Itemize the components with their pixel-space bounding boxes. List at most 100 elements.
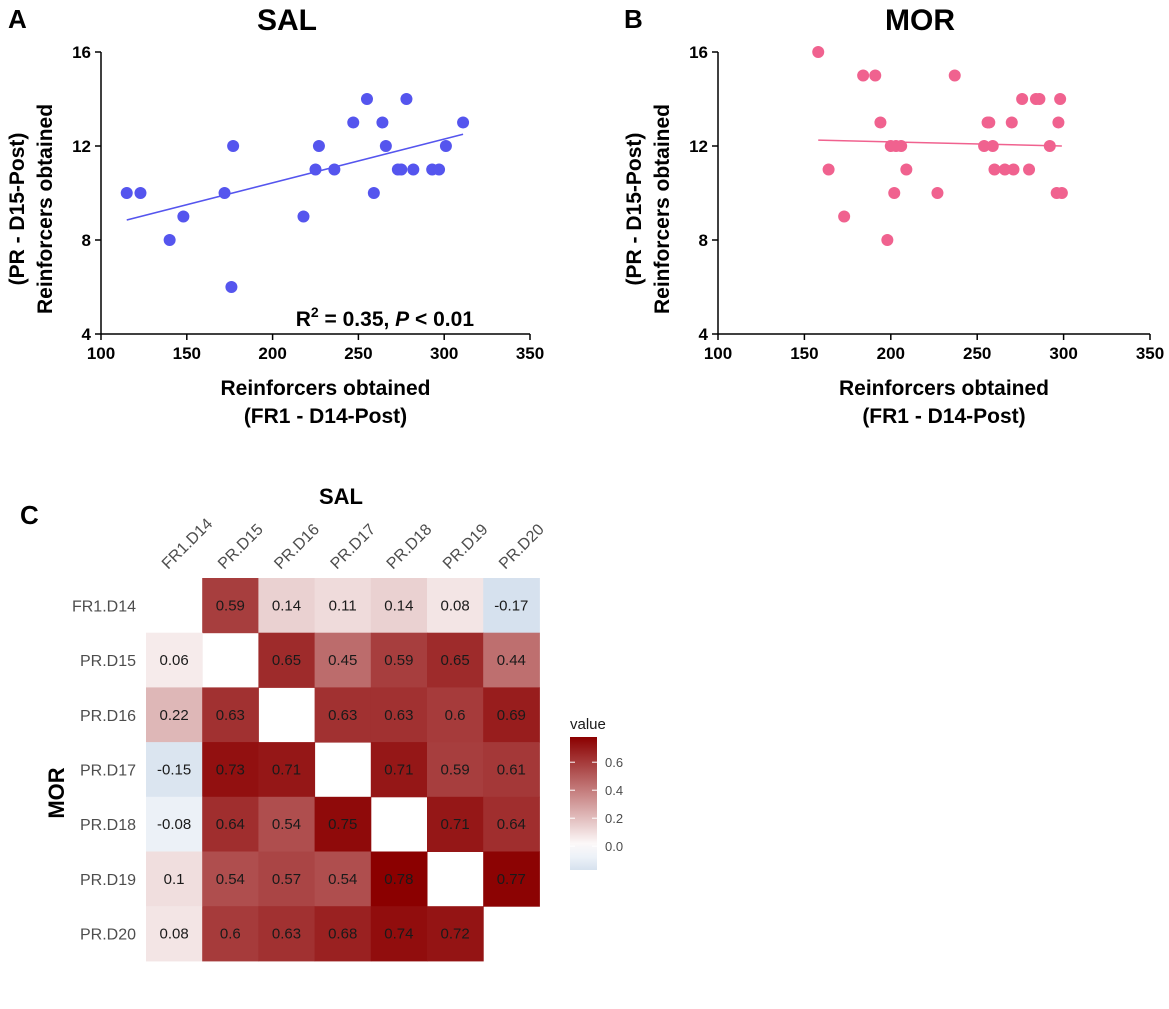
heatmap-cell bbox=[483, 796, 540, 852]
heatmap-cell bbox=[258, 851, 316, 907]
data-point bbox=[163, 234, 176, 246]
y-axis-label-line2: Reinforcers obtained bbox=[34, 104, 57, 314]
correlation-heatmap: 0.59 0.14 0.11 0.14 0.08 -0.17 0.06 0.65 0.45 0.5… bbox=[72, 515, 548, 962]
data-point bbox=[134, 187, 147, 199]
data-point bbox=[1052, 116, 1065, 129]
y-tick-label: 16 bbox=[689, 43, 708, 62]
data-point bbox=[822, 163, 835, 176]
x-tick-label: 200 bbox=[258, 344, 286, 363]
y-tick-label: 4 bbox=[82, 325, 92, 344]
heatmap-cell-value: -0.15 bbox=[157, 761, 191, 778]
heatmap-cell-value: 0.71 bbox=[272, 761, 301, 778]
scatter-plot-sal: 100 150 200 250 300 350 4 8 12 16 Reinforcers obta… bbox=[6, 43, 544, 428]
heatmap-y-title: MOR bbox=[44, 767, 69, 818]
y-tick-label: 8 bbox=[699, 231, 708, 250]
data-point bbox=[998, 163, 1011, 176]
x-tick-label: 350 bbox=[1136, 344, 1164, 363]
heatmap-cell-value: 0.44 bbox=[497, 652, 526, 669]
heatmap-cell-value: 0.1 bbox=[164, 871, 185, 888]
x-tick-label: 150 bbox=[790, 344, 818, 363]
heatmap-cell-value: 0.61 bbox=[497, 761, 526, 778]
heatmap-column-label: PR.D16 bbox=[271, 521, 323, 573]
heatmap-cell-value: 0.14 bbox=[272, 597, 301, 614]
data-point bbox=[948, 69, 961, 82]
heatmap-cell-value: 0.63 bbox=[384, 707, 413, 724]
data-point bbox=[395, 163, 408, 176]
heatmap-cell-value: 0.57 bbox=[272, 871, 301, 888]
heatmap-cell bbox=[146, 742, 203, 798]
data-point bbox=[983, 116, 996, 129]
heatmap-row-label: FR1.D14 bbox=[72, 598, 136, 615]
heatmap-cell bbox=[202, 851, 259, 907]
heatmap-x-title: SAL bbox=[319, 484, 363, 509]
data-point bbox=[857, 69, 870, 82]
data-point bbox=[225, 281, 238, 293]
heatmap-cell bbox=[370, 906, 428, 962]
x-tick-label: 200 bbox=[877, 344, 905, 363]
heatmap-cell bbox=[314, 796, 372, 852]
heatmap-cell bbox=[427, 906, 484, 962]
heatmap-cell bbox=[370, 851, 428, 907]
heatmap-cell-value: 0.59 bbox=[384, 652, 413, 669]
data-point bbox=[881, 234, 894, 246]
heatmap-cell-value: 0.69 bbox=[497, 707, 526, 724]
heatmap-cell bbox=[427, 742, 484, 798]
regression-line bbox=[818, 139, 1062, 147]
heatmap-cell-value: 0.54 bbox=[328, 871, 357, 888]
data-point bbox=[376, 116, 389, 129]
data-point bbox=[120, 187, 133, 199]
heatmap-cell bbox=[370, 632, 428, 688]
data-point bbox=[1054, 93, 1067, 105]
data-point bbox=[931, 187, 944, 199]
heatmap-cell-value: 0.74 bbox=[384, 926, 413, 943]
heatmap-cell-value: 0.64 bbox=[216, 816, 245, 833]
heatmap-cell bbox=[427, 687, 484, 743]
heatmap-cell-value: 0.65 bbox=[272, 652, 301, 669]
heatmap-row-label: PR.D19 bbox=[80, 872, 136, 889]
heatmap-cell-value: 0.71 bbox=[440, 816, 469, 833]
data-point bbox=[986, 140, 999, 152]
data-point bbox=[367, 187, 380, 199]
data-point bbox=[360, 93, 373, 105]
data-point bbox=[895, 140, 908, 152]
heatmap-row-label: PR.D17 bbox=[80, 762, 136, 779]
heatmap-cell bbox=[146, 906, 203, 962]
heatmap-cell bbox=[146, 632, 203, 688]
data-point bbox=[888, 187, 901, 199]
heatmap-cell-value: 0.72 bbox=[440, 926, 469, 943]
heatmap-cell-value: 0.22 bbox=[159, 707, 188, 724]
heatmap-cell bbox=[370, 578, 428, 634]
legend-tick-label: 0.6 bbox=[605, 755, 623, 770]
x-tick-label: 300 bbox=[1049, 344, 1077, 363]
heatmap-row-label: PR.D18 bbox=[80, 817, 136, 834]
regression-line bbox=[126, 133, 464, 221]
heatmap-cell bbox=[202, 687, 259, 743]
heatmap-cell-value: 0.08 bbox=[440, 597, 469, 614]
x-tick-label: 300 bbox=[430, 344, 458, 363]
heatmap-row-label: PR.D15 bbox=[80, 653, 136, 670]
heatmap-cell-value: 0.68 bbox=[328, 926, 357, 943]
heatmap-cell-value: 0.71 bbox=[384, 761, 413, 778]
heatmap-cell bbox=[258, 906, 316, 962]
data-point bbox=[328, 163, 341, 176]
heatmap-cell bbox=[202, 906, 259, 962]
data-point bbox=[869, 69, 882, 82]
panel-letter-c: C bbox=[20, 500, 39, 530]
data-point bbox=[988, 163, 1001, 176]
legend-colorbar bbox=[570, 737, 597, 870]
data-point bbox=[1005, 116, 1018, 129]
heatmap-cell-value: -0.17 bbox=[494, 597, 528, 614]
heatmap-cell-value: 0.14 bbox=[384, 597, 413, 614]
heatmap-cell bbox=[483, 687, 540, 743]
data-point bbox=[347, 116, 360, 129]
heatmap-cell bbox=[314, 687, 372, 743]
legend-tick-label: 0.2 bbox=[605, 811, 623, 826]
data-point bbox=[1043, 140, 1056, 152]
heatmap-cell bbox=[370, 742, 428, 798]
heatmap-cell bbox=[314, 851, 372, 907]
heatmap-cell bbox=[427, 632, 484, 688]
y-axis-label-line1: (PR - D15-Post) bbox=[623, 133, 646, 286]
legend-tick-label: 0.0 bbox=[605, 839, 623, 854]
data-point bbox=[439, 140, 452, 152]
